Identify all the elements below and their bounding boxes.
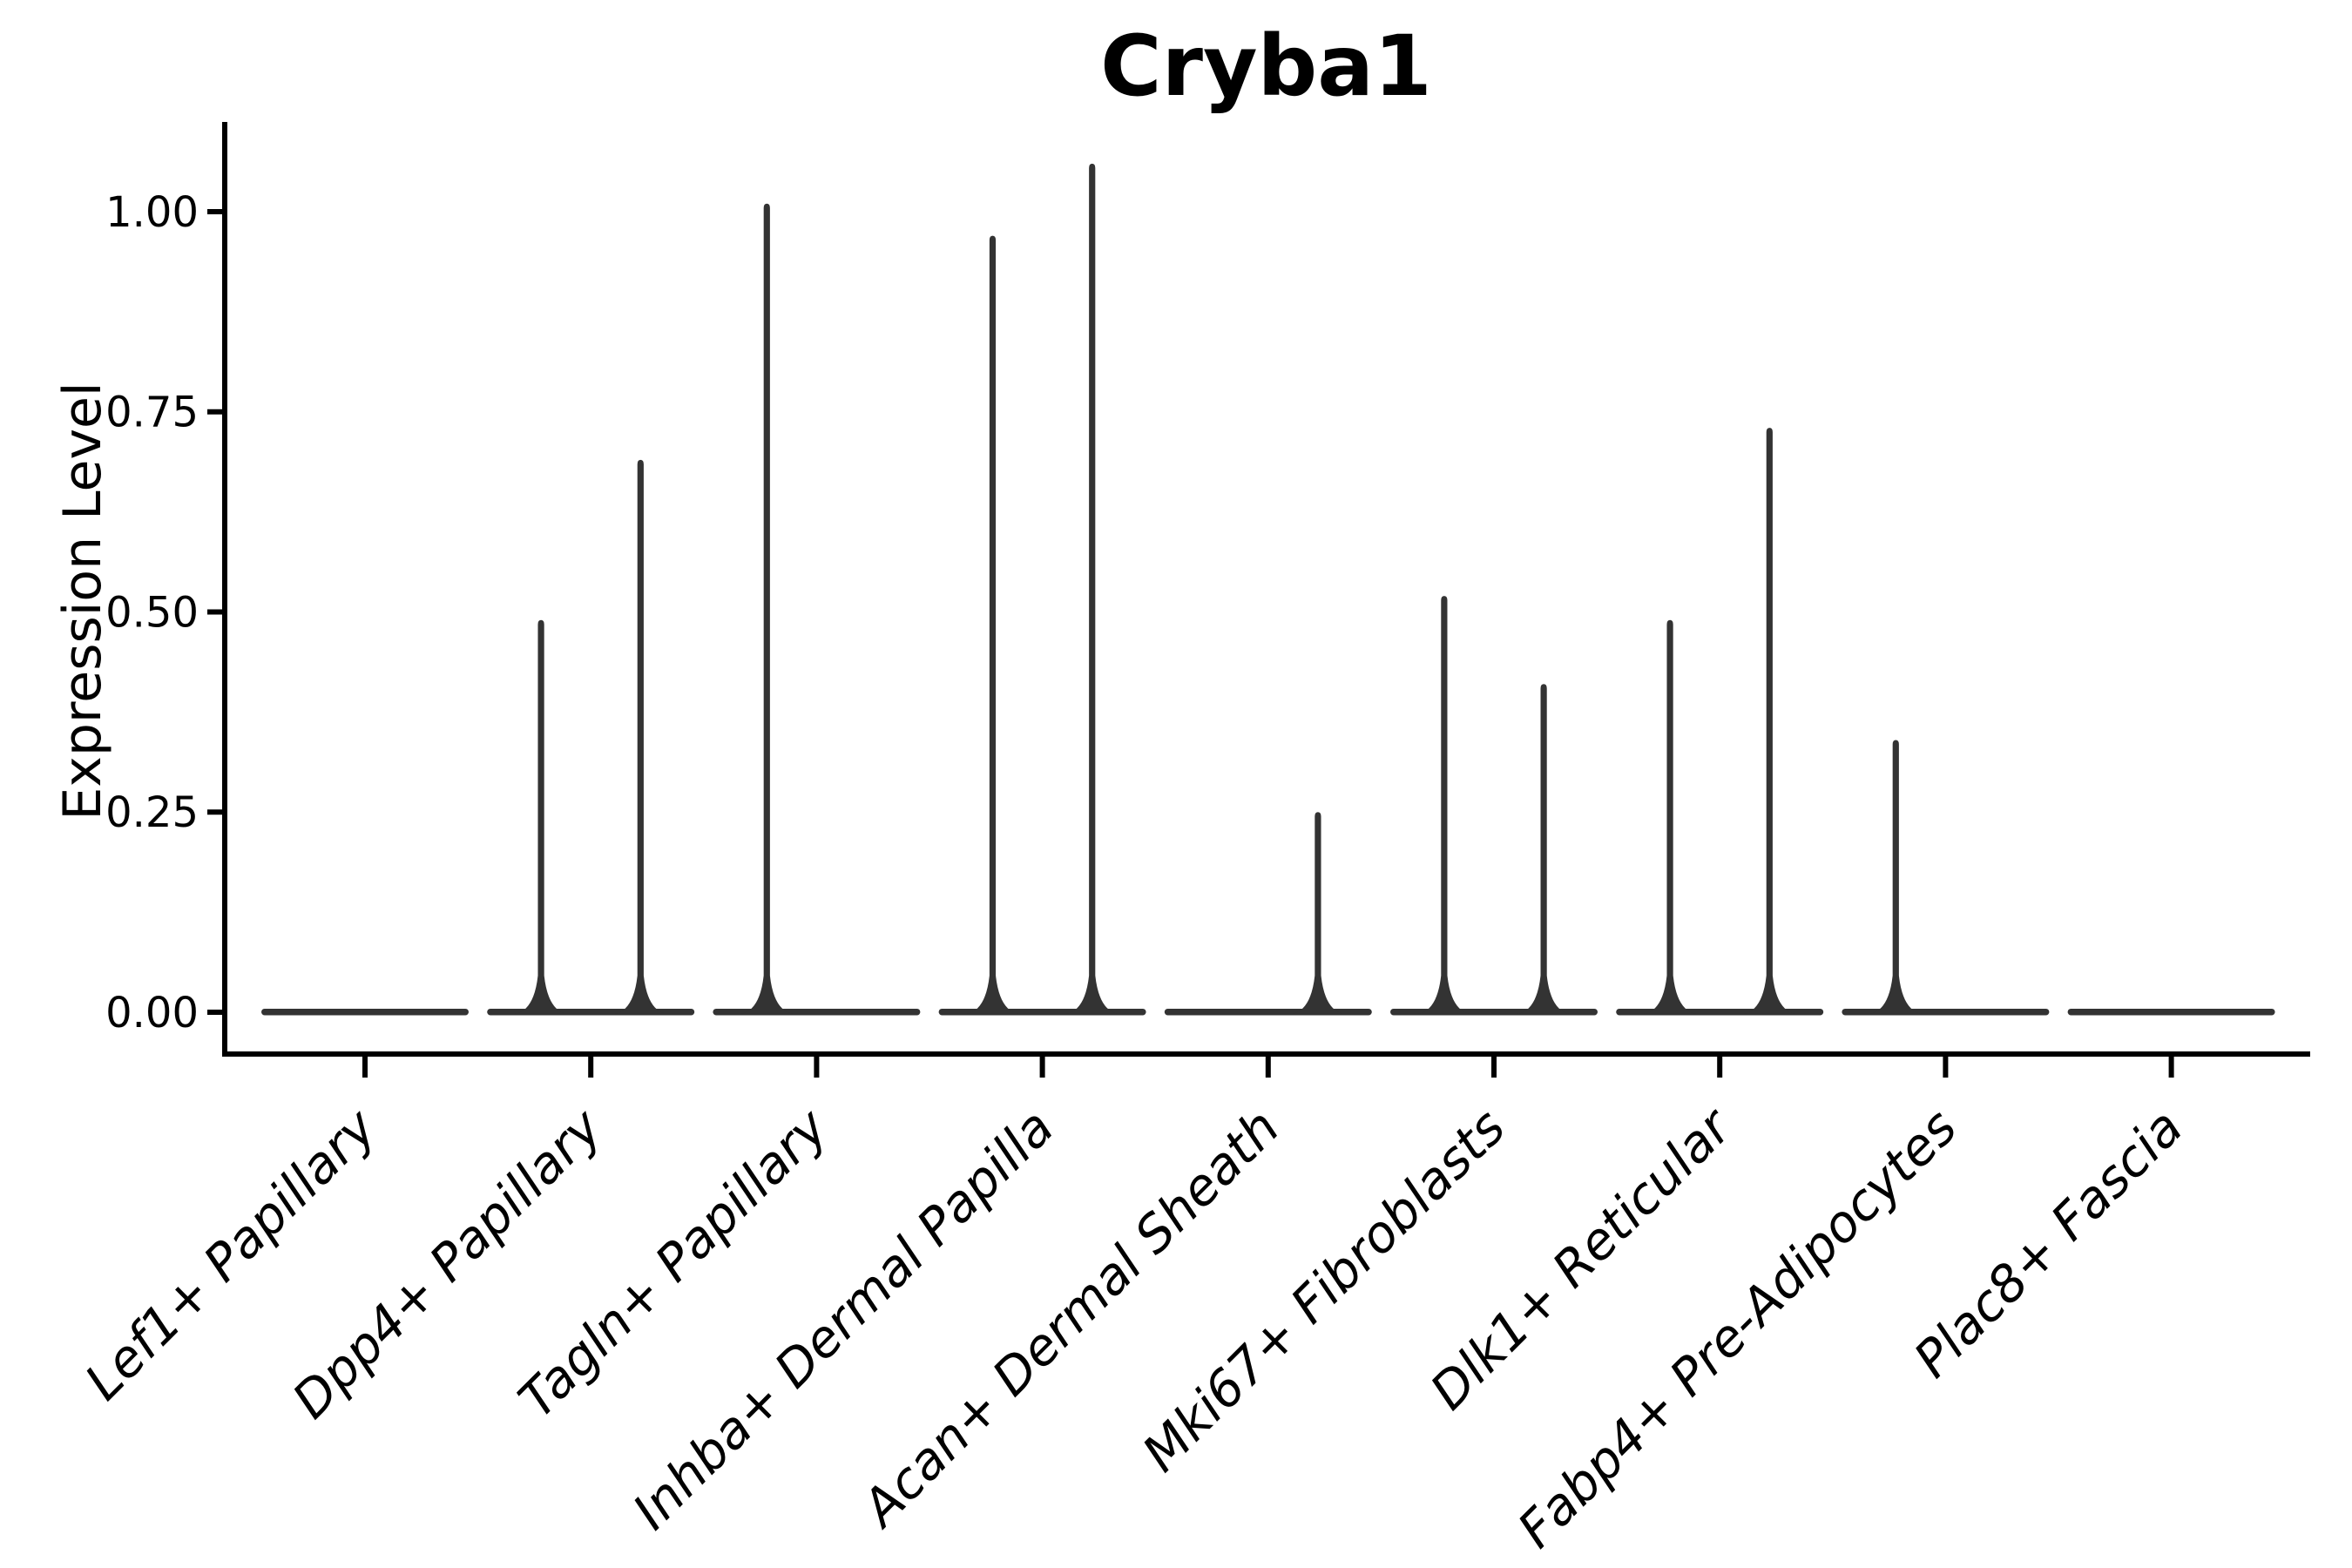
y-tick <box>207 409 224 415</box>
x-tick <box>814 1055 820 1078</box>
y-tick-label: 0.50 <box>105 588 199 637</box>
x-tick <box>362 1055 368 1078</box>
violin-body <box>1842 1008 2050 1016</box>
violin-spike <box>614 459 667 1014</box>
violin-body <box>487 1008 695 1016</box>
y-tick <box>207 1010 224 1015</box>
violin-spike <box>740 203 794 1014</box>
y-tick <box>207 809 224 815</box>
chart-title: Cryba1 <box>1100 17 1432 115</box>
x-tick <box>1265 1055 1271 1078</box>
violin-body <box>938 1008 1146 1016</box>
violin-body <box>2067 1008 2275 1016</box>
violin-spike <box>1517 684 1571 1014</box>
y-tick-label: 0.25 <box>105 788 199 837</box>
x-axis-category-label: Fabp4+ Pre-Adipocytes <box>1506 1098 1968 1559</box>
y-axis-spine <box>222 122 227 1057</box>
x-tick <box>2168 1055 2174 1078</box>
violin-spike <box>1417 596 1470 1014</box>
violin-body <box>1616 1008 1824 1016</box>
x-tick <box>1039 1055 1045 1078</box>
x-tick <box>1491 1055 1497 1078</box>
violin-spike <box>1869 740 1923 1014</box>
y-tick-label: 0.75 <box>105 389 199 437</box>
y-tick-label: 1.00 <box>105 188 199 237</box>
y-tick <box>207 209 224 214</box>
violin-body <box>1164 1008 1372 1016</box>
x-tick <box>588 1055 594 1078</box>
x-axis-spine <box>222 1051 2310 1057</box>
y-tick-label: 0.00 <box>105 989 199 1037</box>
violin-spike <box>1291 812 1344 1014</box>
violin-spike <box>515 619 568 1014</box>
x-axis-category-label: Inhba+ Dermal Papilla <box>621 1098 1064 1541</box>
violin-body <box>1390 1008 1598 1016</box>
x-axis-category-label: Acan+ Dermal Sheath <box>848 1098 1291 1540</box>
x-tick <box>1943 1055 1949 1078</box>
x-tick <box>1717 1055 1723 1078</box>
violin-spike <box>1743 428 1796 1014</box>
violin-spike <box>1644 619 1697 1014</box>
violin-spike <box>1065 163 1119 1015</box>
violin-body <box>713 1008 921 1016</box>
violin-body <box>261 1008 469 1016</box>
x-axis-category-label: Mki67+ Fibroblasts <box>1131 1098 1517 1484</box>
violin-spike <box>966 235 1019 1014</box>
y-tick <box>207 609 224 615</box>
